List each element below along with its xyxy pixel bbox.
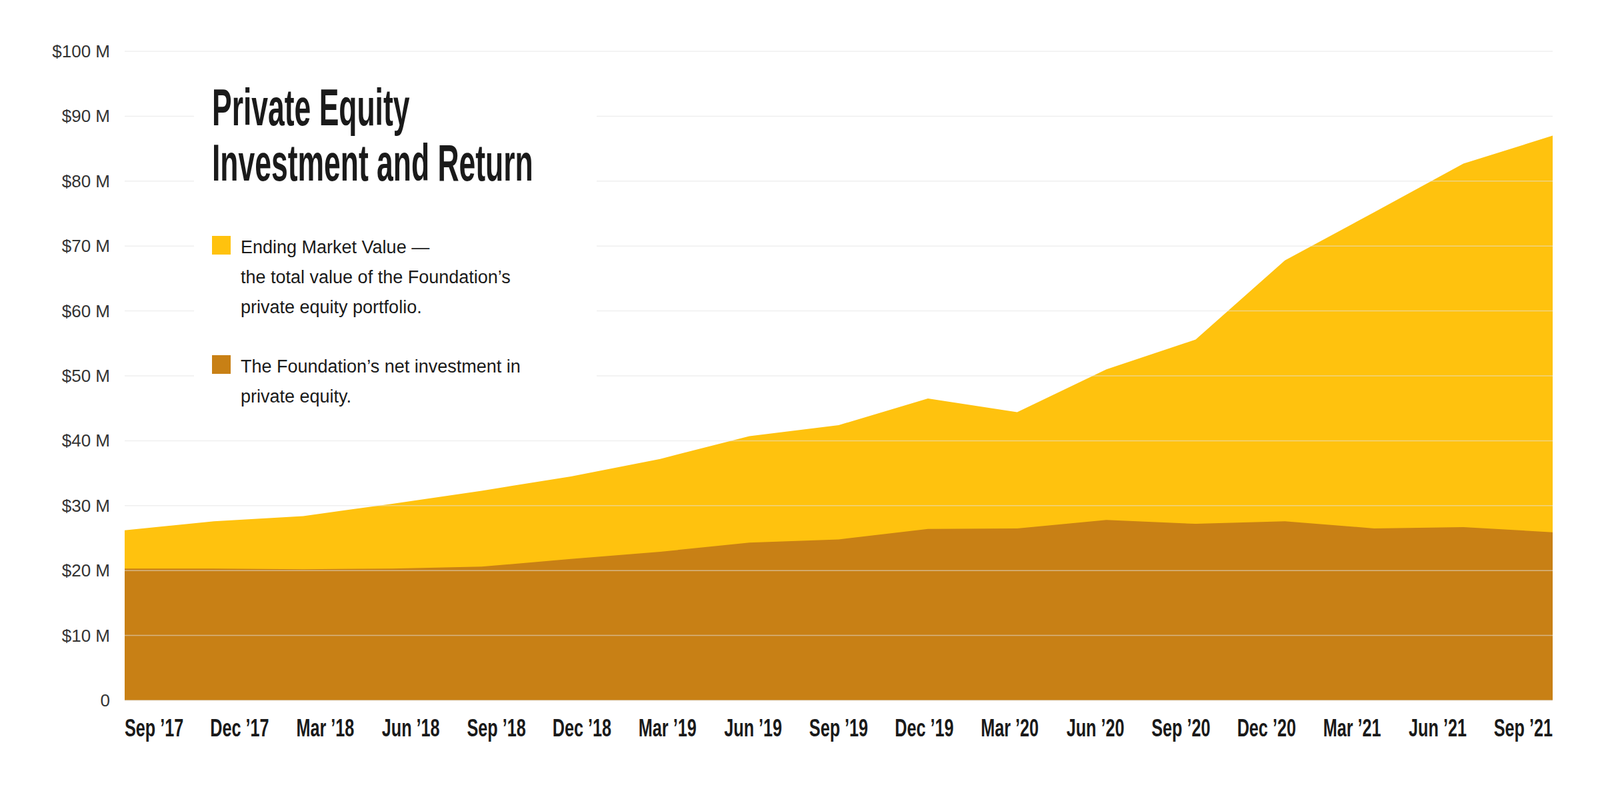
grid-line (124, 440, 1553, 442)
x-tick-label: Jun ’19 (724, 714, 782, 742)
x-tick-label: Jun ’18 (382, 714, 440, 742)
y-tick-label: $40 M (62, 430, 110, 451)
grid-line (124, 570, 1553, 572)
x-tick-label: Jun ’21 (1408, 714, 1467, 742)
legend-swatch (212, 236, 231, 255)
x-tick-label: Sep ’18 (466, 714, 526, 742)
legend-label: The Foundation’s net investment inprivat… (240, 356, 521, 407)
title: Investment and Return (212, 133, 534, 192)
x-tick-label: Sep ’17 (124, 714, 184, 742)
x-tick-label: Mar ’20 (980, 714, 1039, 742)
x-tick-label: Dec ’17 (210, 714, 269, 742)
y-tick-label: $90 M (62, 106, 110, 126)
x-tick-label: Mar ’21 (1323, 714, 1382, 742)
grid-line (124, 700, 1553, 702)
x-tick-label: Dec ’20 (1237, 714, 1296, 742)
chart: 0 $10 M $20 M $30 M $40 M $50 M $60 M $70 M $80 … (0, 0, 1600, 797)
grid-line (124, 50, 1553, 52)
x-tick-label: Sep ’19 (809, 714, 868, 742)
area-series (124, 520, 1553, 701)
grid-line (124, 505, 1553, 507)
y-tick-label: $50 M (62, 366, 110, 386)
x-tick-label: Sep ’20 (1151, 714, 1210, 742)
legend-swatch (212, 355, 231, 374)
y-tick-label: $80 M (62, 171, 110, 192)
legend-label: Ending Market Value —the total value of … (240, 237, 511, 318)
x-tick-label: Mar ’19 (638, 714, 697, 742)
grid-line (124, 635, 1553, 637)
y-tick-label: $100 M (52, 41, 110, 62)
y-tick-label: $60 M (62, 301, 110, 322)
y-tick-label: $20 M (62, 560, 110, 581)
x-tick-label: Sep ’21 (1494, 714, 1553, 742)
legend-box (194, 61, 597, 408)
title: Private Equity (212, 78, 410, 137)
y-tick-label: 0 (100, 690, 110, 711)
y-tick-label: $30 M (62, 496, 110, 516)
y-tick-label: $10 M (62, 626, 110, 646)
x-tick-label: Jun ’20 (1066, 714, 1125, 742)
x-tick-label: Dec ’19 (894, 714, 954, 742)
y-tick-label: $70 M (62, 236, 110, 256)
x-tick-label: Mar ’18 (296, 714, 354, 742)
x-tick-label: Dec ’18 (552, 714, 612, 742)
